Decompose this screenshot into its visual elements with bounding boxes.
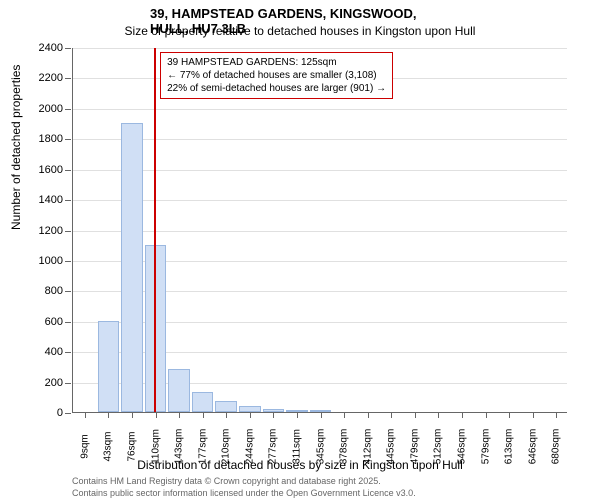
annotation-line: ← 77% of detached houses are smaller (3,… [167, 69, 386, 82]
y-tick-label: 1400 [39, 194, 63, 206]
grid-line [73, 139, 567, 140]
x-tick [108, 412, 109, 418]
x-tick [438, 412, 439, 418]
y-tick-label: 600 [45, 316, 63, 328]
x-tick [297, 412, 298, 418]
histogram-bar [98, 321, 120, 412]
x-tick [250, 412, 251, 418]
grid-line [73, 48, 567, 49]
x-tick-label: 613sqm [504, 429, 515, 465]
y-tick-label: 2000 [39, 103, 63, 115]
y-tick-label: 2400 [39, 42, 63, 54]
histogram-bar [121, 123, 143, 412]
y-tick-label: 0 [57, 407, 63, 419]
y-tick-label: 1000 [39, 255, 63, 267]
x-tick [533, 412, 534, 418]
x-tick [486, 412, 487, 418]
x-tick [462, 412, 463, 418]
x-tick-label: 579sqm [480, 429, 491, 465]
y-tick [65, 231, 71, 232]
footer-copyright-2: Contains public sector information licen… [72, 488, 416, 498]
x-tick [85, 412, 86, 418]
plot-area: 0200400600800100012001400160018002000220… [72, 48, 567, 413]
x-tick [226, 412, 227, 418]
y-tick [65, 291, 71, 292]
y-tick [65, 78, 71, 79]
x-tick [556, 412, 557, 418]
x-tick [391, 412, 392, 418]
x-tick [415, 412, 416, 418]
grid-line [73, 170, 567, 171]
annotation-line: 39 HAMPSTEAD GARDENS: 125sqm [167, 56, 386, 69]
y-tick-label: 2200 [39, 72, 63, 84]
x-tick [179, 412, 180, 418]
y-tick [65, 109, 71, 110]
y-tick-label: 1600 [39, 164, 63, 176]
x-tick-label: 680sqm [551, 429, 562, 465]
x-tick [344, 412, 345, 418]
y-tick [65, 352, 71, 353]
page-subtitle: Size of property relative to detached ho… [125, 24, 476, 38]
x-tick-label: 9sqm [79, 434, 90, 458]
y-tick [65, 383, 71, 384]
grid-line [73, 109, 567, 110]
x-tick [509, 412, 510, 418]
x-tick [368, 412, 369, 418]
y-tick [65, 170, 71, 171]
y-tick-label: 200 [45, 377, 63, 389]
x-axis-title: Distribution of detached houses by size … [137, 458, 463, 472]
y-tick [65, 413, 71, 414]
annotation-box: 39 HAMPSTEAD GARDENS: 125sqm← 77% of det… [160, 52, 393, 99]
y-tick [65, 200, 71, 201]
grid-line [73, 200, 567, 201]
histogram-bar [168, 369, 190, 412]
x-tick [132, 412, 133, 418]
x-tick [273, 412, 274, 418]
x-tick [321, 412, 322, 418]
property-marker-line [154, 48, 156, 412]
y-tick [65, 139, 71, 140]
y-tick [65, 261, 71, 262]
y-tick [65, 322, 71, 323]
chart-container: 39, HAMPSTEAD GARDENS, KINGSWOOD, HULL, … [0, 0, 600, 500]
y-tick-label: 1800 [39, 133, 63, 145]
y-tick-label: 800 [45, 285, 63, 297]
y-tick [65, 48, 71, 49]
y-tick-label: 400 [45, 346, 63, 358]
x-tick-label: 646sqm [527, 429, 538, 465]
histogram-bar [192, 392, 214, 412]
grid-line [73, 231, 567, 232]
x-tick [156, 412, 157, 418]
histogram-bar [215, 401, 237, 412]
y-tick-label: 1200 [39, 225, 63, 237]
x-tick-label: 43sqm [103, 431, 114, 461]
footer-copyright-1: Contains HM Land Registry data © Crown c… [72, 476, 381, 486]
y-axis-title: Number of detached properties [9, 65, 23, 230]
annotation-line: 22% of semi-detached houses are larger (… [167, 82, 386, 95]
x-tick-label: 76sqm [126, 431, 137, 461]
x-tick [203, 412, 204, 418]
